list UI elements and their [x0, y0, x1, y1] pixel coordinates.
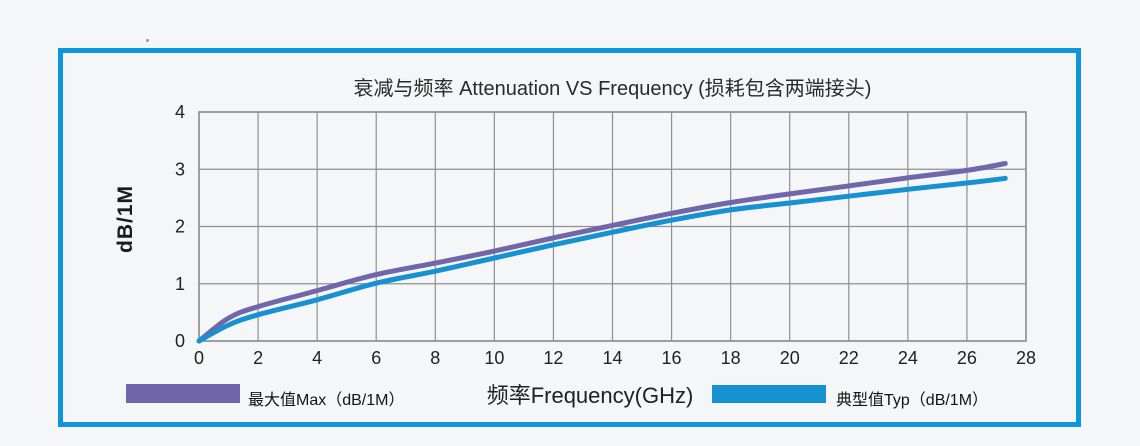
x-tick-label: 18	[721, 348, 741, 368]
x-tick-label: 16	[662, 348, 682, 368]
x-tick-label: 22	[839, 348, 859, 368]
x-tick-label: 12	[543, 348, 563, 368]
x-tick-label: 28	[1016, 348, 1036, 368]
legend-swatch-typ	[712, 385, 826, 403]
y-tick-label: 4	[175, 102, 185, 122]
x-tick-label: 8	[430, 348, 440, 368]
x-tick-label: 10	[484, 348, 504, 368]
x-tick-label: 20	[780, 348, 800, 368]
x-tick-label: 2	[253, 348, 263, 368]
x-axis-title: 频率Frequency(GHz)	[486, 383, 694, 408]
plot-border	[198, 111, 1027, 342]
x-tick-label: 6	[371, 348, 381, 368]
legend-swatch-max	[126, 384, 240, 403]
chart-frame	[58, 48, 1081, 427]
series-line-max	[196, 161, 1008, 344]
x-tick-label: 4	[312, 348, 322, 368]
legend-label-max: 最大值Max（dB/1M）	[248, 392, 405, 409]
x-tick-label: 24	[898, 348, 918, 368]
x-tick-label: 26	[957, 348, 977, 368]
y-tick-label: 3	[175, 159, 185, 179]
x-tick-label: 0	[194, 348, 204, 368]
chart-title: 衰减与频率 Attenuation VS Frequency (损耗包含两端接头…	[353, 78, 872, 100]
y-tick-label: 0	[175, 331, 185, 351]
x-tick-label: 14	[602, 348, 622, 368]
series-line-typ	[196, 175, 1008, 344]
y-tick-label: 2	[175, 217, 185, 237]
legend-label-typ: 典型值Typ（dB/1M）	[836, 392, 989, 409]
y-tick-label: 1	[175, 274, 185, 294]
stray-dot	[146, 39, 149, 42]
